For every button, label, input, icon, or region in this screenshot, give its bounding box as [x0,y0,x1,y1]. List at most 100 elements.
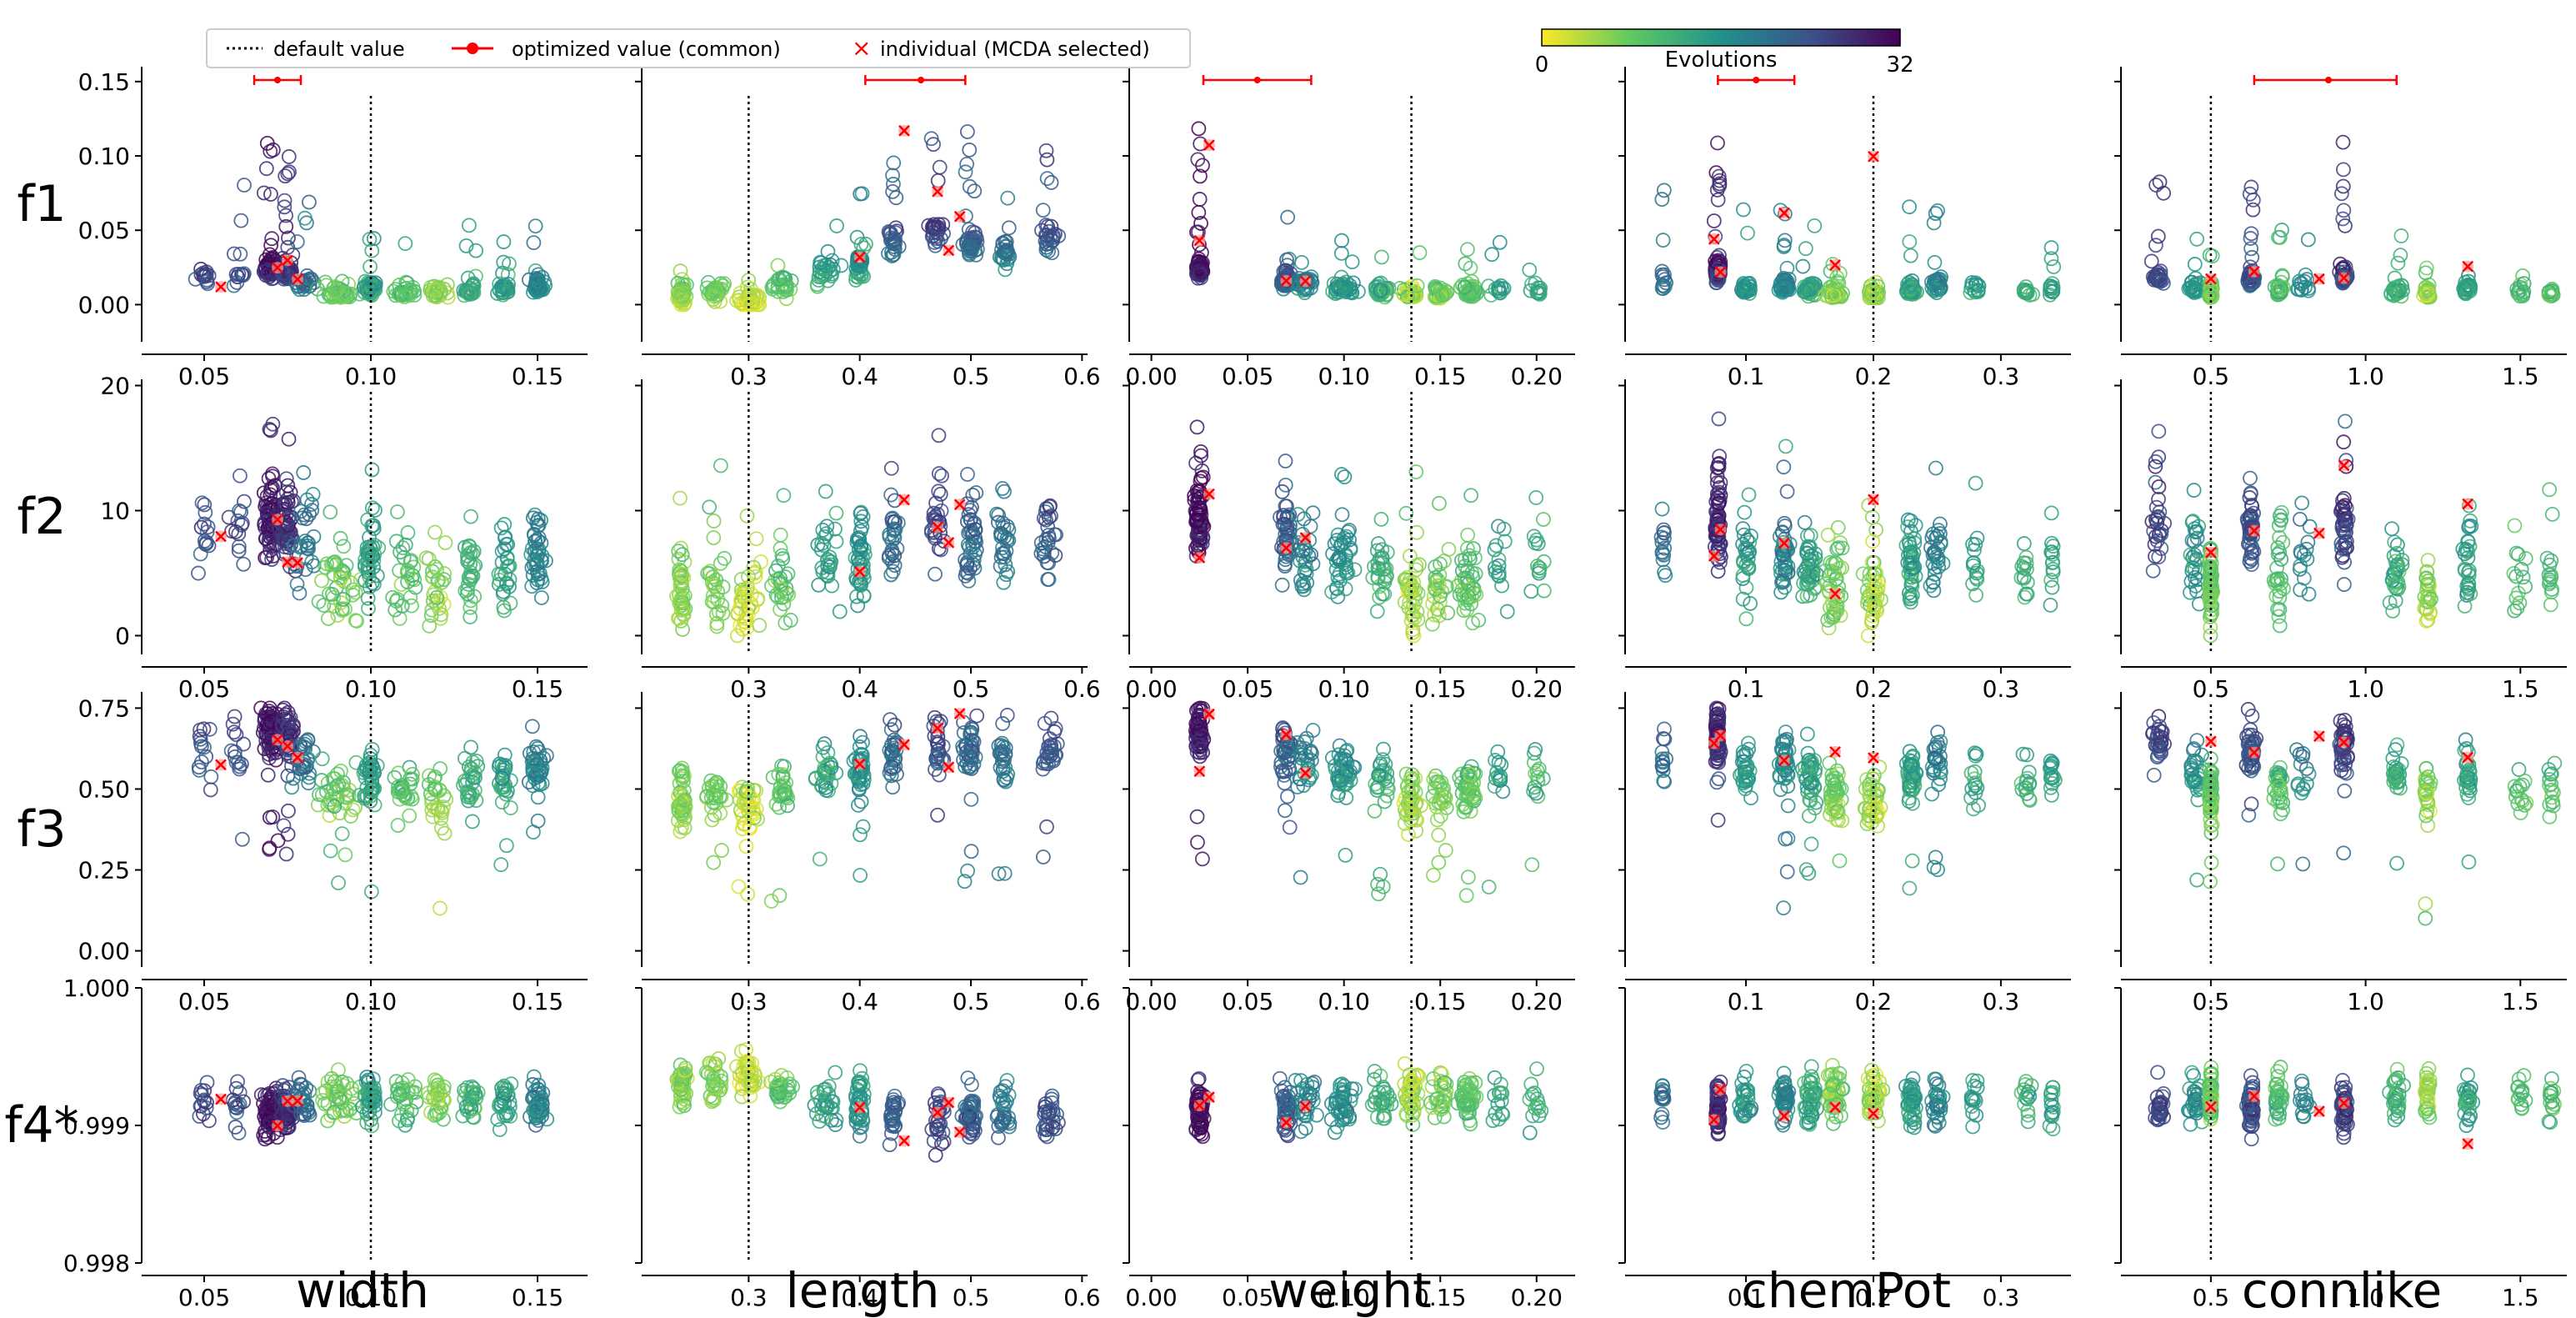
data-point [963,844,979,859]
x-tick-label: 0.6 [1063,988,1101,1015]
data-point [258,531,274,547]
y-tick-label: 0 [115,623,130,650]
x-tick-label: 0.3 [730,363,768,390]
data-point [264,231,280,247]
data-point [221,509,237,525]
data-point [194,495,210,511]
data-point [534,548,550,564]
data-point [1426,867,1441,883]
data-point [280,826,296,842]
data-point [281,149,297,164]
individual-marker [215,281,227,293]
data-point [752,618,768,634]
data-point [265,416,281,432]
data-point [367,576,382,592]
data-point [193,722,208,738]
data-point [281,230,296,246]
data-point [277,193,293,208]
data-point [299,492,315,508]
scatter-points [1188,121,1548,306]
data-point [403,284,419,300]
data-point [1334,233,1349,248]
data-point [368,275,383,291]
x-tick-label: 0.5 [953,675,990,703]
x-tick-label: 0.00 [1125,363,1177,390]
data-point [262,809,278,825]
data-point [1528,490,1544,505]
data-point [706,854,722,870]
data-point [296,465,312,480]
data-point [278,497,294,513]
scatter-points [188,135,553,305]
data-point [714,843,729,858]
data-point [259,709,275,724]
data-point [192,762,208,778]
scatter-points [191,700,554,916]
data-point [263,423,278,438]
y-tick-label: 1.000 [63,975,130,1002]
data-point [1189,419,1205,435]
data-point [498,838,514,854]
data-point [1424,616,1440,632]
data-point [494,554,510,570]
data-point [348,584,363,600]
data-point [284,779,300,795]
data-point [1706,213,1722,228]
data-point [297,210,313,226]
data-point [368,503,383,518]
data-point [286,770,301,786]
data-point [460,586,475,602]
individual-marker [272,262,283,274]
data-point [1334,507,1350,523]
data-point [1333,467,1349,482]
data-point [462,539,478,554]
x-tick-label: 0.4 [841,988,878,1015]
x-axis-label-weight: weight [1268,1262,1432,1318]
data-point [496,234,512,249]
data-point [776,488,792,504]
data-point [530,548,545,564]
data-point [1190,834,1205,850]
data-point [203,769,219,784]
x-tick-label: 0.10 [345,675,397,703]
data-point [229,274,245,290]
data-point [263,187,278,202]
data-point [316,598,332,613]
data-point [928,566,943,582]
data-point [961,573,977,589]
data-point [429,589,445,605]
data-point [336,539,352,554]
data-point [392,278,408,293]
x-tick-label: 0.15 [512,675,563,703]
data-point [225,716,241,732]
data-point [289,234,305,249]
data-point [1522,1125,1538,1140]
data-point [278,846,294,862]
data-point [458,238,474,253]
y-tick-label: 0.05 [78,217,130,244]
y-tick-label: 0.10 [78,143,130,170]
y-tick-label: 0.00 [78,291,130,318]
scatter-points [1654,135,2062,306]
y-tick-label: 0.25 [78,857,130,885]
data-point [265,142,281,158]
data-point [201,538,217,554]
x-tick-label: 0.5 [953,1284,990,1311]
data-point [828,505,844,521]
data-point [1412,245,1428,260]
data-point [327,554,343,569]
data-point [361,564,376,580]
data-point [393,577,409,592]
x-tick-label: 0.00 [1125,988,1177,1015]
data-point [828,1065,843,1080]
data-point [1458,888,1474,904]
data-point [369,568,385,584]
data-point [527,507,543,523]
data-point [525,510,541,526]
x-tick-label: 0.05 [1222,363,1273,390]
data-point [399,564,415,579]
data-point [731,879,747,895]
data-point [360,590,376,606]
data-point [1282,819,1298,835]
